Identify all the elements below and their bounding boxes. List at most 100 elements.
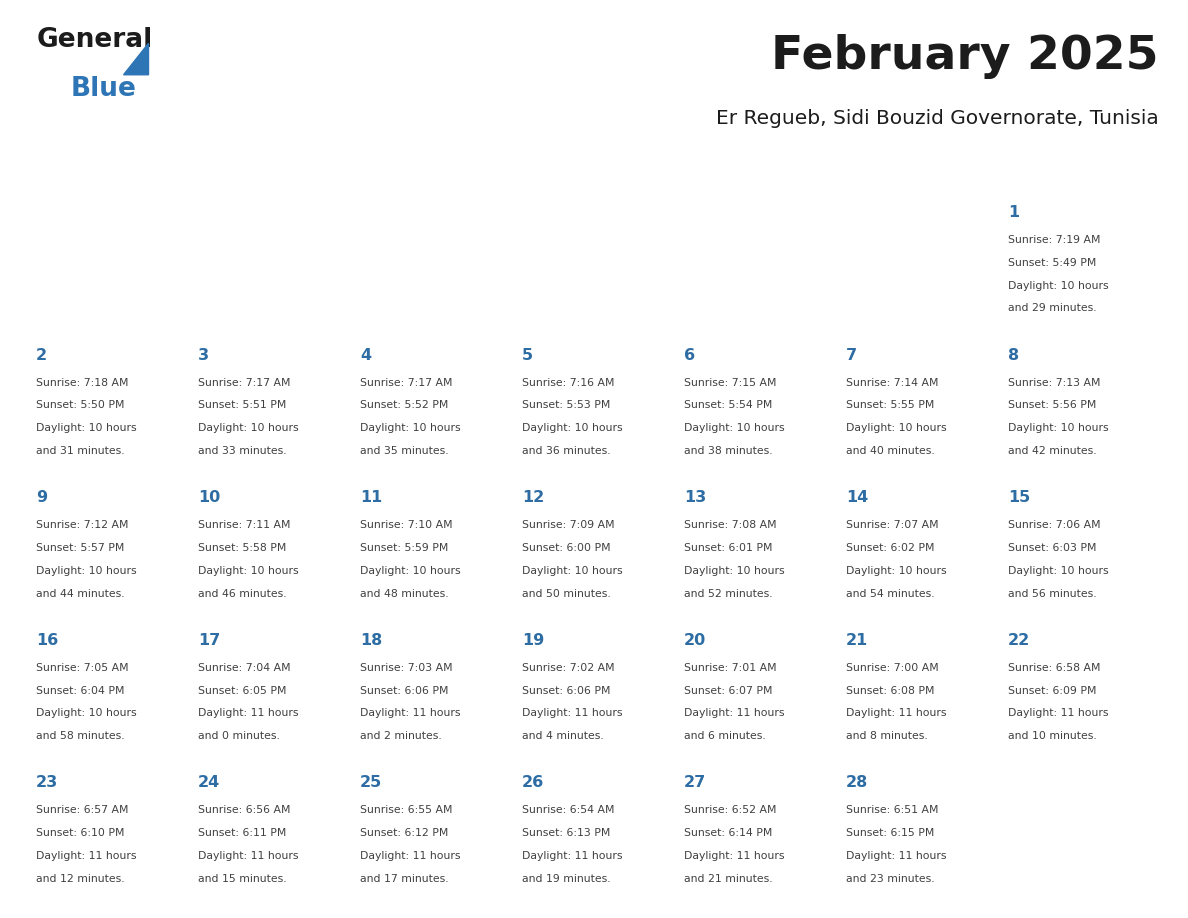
Text: General: General	[37, 27, 153, 53]
Text: 23: 23	[36, 776, 58, 790]
Text: Daylight: 10 hours: Daylight: 10 hours	[36, 709, 137, 719]
Text: Sunset: 6:09 PM: Sunset: 6:09 PM	[1007, 686, 1097, 696]
Text: 8: 8	[1007, 348, 1019, 363]
Text: Sunset: 6:10 PM: Sunset: 6:10 PM	[36, 828, 125, 838]
Text: Daylight: 11 hours: Daylight: 11 hours	[684, 709, 784, 719]
Text: Sunset: 6:15 PM: Sunset: 6:15 PM	[846, 828, 934, 838]
Text: Daylight: 10 hours: Daylight: 10 hours	[360, 565, 461, 576]
Text: Sunrise: 6:55 AM: Sunrise: 6:55 AM	[360, 805, 453, 815]
Text: Daylight: 11 hours: Daylight: 11 hours	[846, 851, 947, 861]
Text: Sunrise: 7:06 AM: Sunrise: 7:06 AM	[1007, 521, 1100, 530]
Text: Sunrise: 7:03 AM: Sunrise: 7:03 AM	[360, 663, 453, 673]
Text: 18: 18	[360, 633, 383, 648]
Text: Daylight: 10 hours: Daylight: 10 hours	[36, 565, 137, 576]
Text: Tuesday: Tuesday	[362, 168, 432, 184]
Text: and 56 minutes.: and 56 minutes.	[1007, 588, 1097, 599]
Text: Sunrise: 7:01 AM: Sunrise: 7:01 AM	[684, 663, 777, 673]
Text: 1: 1	[1007, 205, 1019, 220]
Text: Sunrise: 7:10 AM: Sunrise: 7:10 AM	[360, 521, 453, 530]
Text: Sunset: 6:06 PM: Sunset: 6:06 PM	[360, 686, 448, 696]
Text: 26: 26	[522, 776, 544, 790]
Text: Sunset: 6:12 PM: Sunset: 6:12 PM	[360, 828, 448, 838]
Text: Sunrise: 6:51 AM: Sunrise: 6:51 AM	[846, 805, 939, 815]
Text: Daylight: 11 hours: Daylight: 11 hours	[684, 851, 784, 861]
Text: Daylight: 10 hours: Daylight: 10 hours	[522, 423, 623, 433]
Text: Daylight: 11 hours: Daylight: 11 hours	[198, 851, 298, 861]
Text: and 31 minutes.: and 31 minutes.	[36, 446, 125, 456]
Text: Sunrise: 7:18 AM: Sunrise: 7:18 AM	[36, 377, 128, 387]
Text: Sunset: 6:05 PM: Sunset: 6:05 PM	[198, 686, 286, 696]
Text: Sunset: 6:08 PM: Sunset: 6:08 PM	[846, 686, 935, 696]
Text: Sunset: 6:13 PM: Sunset: 6:13 PM	[522, 828, 611, 838]
Text: and 44 minutes.: and 44 minutes.	[36, 588, 125, 599]
Text: 10: 10	[198, 490, 220, 505]
Text: Daylight: 10 hours: Daylight: 10 hours	[360, 423, 461, 433]
Text: and 19 minutes.: and 19 minutes.	[522, 874, 611, 884]
Text: Sunset: 5:59 PM: Sunset: 5:59 PM	[360, 543, 448, 553]
Text: Sunrise: 7:13 AM: Sunrise: 7:13 AM	[1007, 377, 1100, 387]
Text: Daylight: 11 hours: Daylight: 11 hours	[522, 851, 623, 861]
Text: Sunrise: 6:54 AM: Sunrise: 6:54 AM	[522, 805, 614, 815]
Text: February 2025: February 2025	[771, 34, 1158, 79]
Text: Sunrise: 6:57 AM: Sunrise: 6:57 AM	[36, 805, 128, 815]
Text: Sunrise: 7:08 AM: Sunrise: 7:08 AM	[684, 521, 777, 530]
Text: Sunset: 6:00 PM: Sunset: 6:00 PM	[522, 543, 611, 553]
Text: Sunrise: 7:02 AM: Sunrise: 7:02 AM	[522, 663, 614, 673]
Text: Sunset: 5:57 PM: Sunset: 5:57 PM	[36, 543, 125, 553]
Text: Sunset: 5:53 PM: Sunset: 5:53 PM	[522, 400, 611, 410]
Text: 5: 5	[522, 348, 533, 363]
Text: 12: 12	[522, 490, 544, 505]
Text: Daylight: 11 hours: Daylight: 11 hours	[360, 709, 461, 719]
Text: Sunrise: 7:15 AM: Sunrise: 7:15 AM	[684, 377, 777, 387]
Text: Daylight: 10 hours: Daylight: 10 hours	[846, 423, 947, 433]
Text: 13: 13	[684, 490, 706, 505]
Text: Friday: Friday	[848, 168, 901, 184]
Text: Sunset: 6:03 PM: Sunset: 6:03 PM	[1007, 543, 1097, 553]
Text: and 40 minutes.: and 40 minutes.	[846, 446, 935, 456]
Text: Sunrise: 7:09 AM: Sunrise: 7:09 AM	[522, 521, 614, 530]
Text: and 8 minutes.: and 8 minutes.	[846, 731, 928, 741]
Text: Sunrise: 7:16 AM: Sunrise: 7:16 AM	[522, 377, 614, 387]
Text: 21: 21	[846, 633, 868, 648]
Text: Sunrise: 6:52 AM: Sunrise: 6:52 AM	[684, 805, 777, 815]
Text: Sunrise: 7:14 AM: Sunrise: 7:14 AM	[846, 377, 939, 387]
Text: Sunset: 6:02 PM: Sunset: 6:02 PM	[846, 543, 935, 553]
Text: Daylight: 10 hours: Daylight: 10 hours	[522, 565, 623, 576]
Text: Monday: Monday	[201, 168, 267, 184]
Text: and 33 minutes.: and 33 minutes.	[198, 446, 286, 456]
Text: Sunset: 5:52 PM: Sunset: 5:52 PM	[360, 400, 448, 410]
Text: Sunset: 5:49 PM: Sunset: 5:49 PM	[1007, 258, 1097, 268]
Text: and 46 minutes.: and 46 minutes.	[198, 588, 286, 599]
Text: Sunrise: 7:11 AM: Sunrise: 7:11 AM	[198, 521, 290, 530]
Text: Sunset: 6:01 PM: Sunset: 6:01 PM	[684, 543, 772, 553]
Text: and 12 minutes.: and 12 minutes.	[36, 874, 125, 884]
Text: and 29 minutes.: and 29 minutes.	[1007, 303, 1097, 313]
Text: Daylight: 10 hours: Daylight: 10 hours	[1007, 423, 1108, 433]
Text: Sunset: 6:06 PM: Sunset: 6:06 PM	[522, 686, 611, 696]
Text: Sunset: 6:07 PM: Sunset: 6:07 PM	[684, 686, 772, 696]
Text: 28: 28	[846, 776, 868, 790]
Text: Sunrise: 7:07 AM: Sunrise: 7:07 AM	[846, 521, 939, 530]
Text: and 10 minutes.: and 10 minutes.	[1007, 731, 1097, 741]
Text: Sunset: 6:04 PM: Sunset: 6:04 PM	[36, 686, 125, 696]
Text: Er Regueb, Sidi Bouzid Governorate, Tunisia: Er Regueb, Sidi Bouzid Governorate, Tuni…	[715, 108, 1158, 128]
Text: and 0 minutes.: and 0 minutes.	[198, 731, 280, 741]
Text: Sunrise: 7:17 AM: Sunrise: 7:17 AM	[198, 377, 290, 387]
Text: Daylight: 10 hours: Daylight: 10 hours	[684, 423, 784, 433]
Text: Sunrise: 7:00 AM: Sunrise: 7:00 AM	[846, 663, 939, 673]
Text: 11: 11	[360, 490, 383, 505]
Text: and 6 minutes.: and 6 minutes.	[684, 731, 765, 741]
Text: and 23 minutes.: and 23 minutes.	[846, 874, 935, 884]
Text: 22: 22	[1007, 633, 1030, 648]
Text: and 36 minutes.: and 36 minutes.	[522, 446, 611, 456]
Text: and 58 minutes.: and 58 minutes.	[36, 731, 125, 741]
Text: Thursday: Thursday	[687, 168, 766, 184]
Text: Sunrise: 7:17 AM: Sunrise: 7:17 AM	[360, 377, 453, 387]
Text: 19: 19	[522, 633, 544, 648]
Text: 27: 27	[684, 776, 706, 790]
Text: and 15 minutes.: and 15 minutes.	[198, 874, 286, 884]
Text: Daylight: 11 hours: Daylight: 11 hours	[360, 851, 461, 861]
Text: 3: 3	[198, 348, 209, 363]
Text: Daylight: 11 hours: Daylight: 11 hours	[846, 709, 947, 719]
Text: 9: 9	[36, 490, 48, 505]
